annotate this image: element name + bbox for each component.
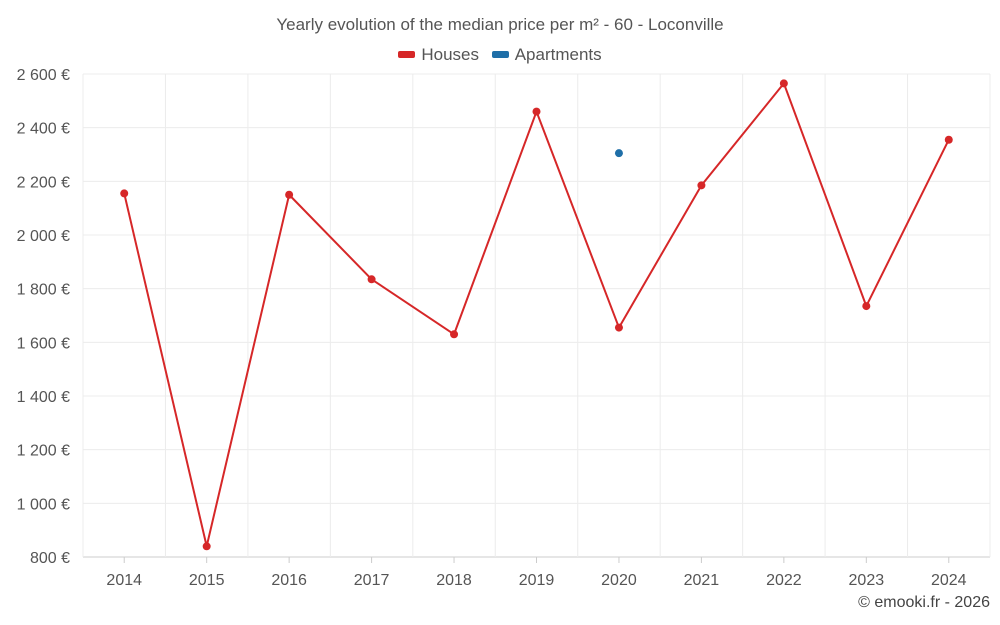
data-point-houses-2023 [862,302,871,311]
legend: Houses Apartments [0,45,1000,65]
x-tick-label-2018: 2018 [436,572,472,589]
x-tick-label-2020: 2020 [601,572,637,589]
chart-title: Yearly evolution of the median price per… [276,15,724,34]
x-tick-label-2015: 2015 [189,572,225,589]
data-point-apartments-2020 [614,149,623,158]
x-tick-label-2023: 2023 [849,572,885,589]
legend-label-apartments: Apartments [514,45,602,64]
y-tick-label-1800: 1 800 € [17,282,70,299]
y-tick-label-2400: 2 400 € [17,121,70,138]
legend-item-houses[interactable]: Houses [398,45,479,65]
x-tick-label-2021: 2021 [684,572,720,589]
legend-swatch-apartments [491,51,509,59]
data-point-houses-2015 [202,542,211,551]
y-tick-label-1400: 1 400 € [17,389,70,406]
data-point-houses-2018 [450,330,459,339]
legend-item-apartments[interactable]: Apartments [491,45,602,65]
x-tick-label-2016: 2016 [271,572,307,589]
data-point-houses-2014 [120,189,129,198]
y-tick-label-1200: 1 200 € [17,443,70,460]
y-tick-label-1600: 1 600 € [17,335,70,352]
credit-text: © emooki.fr - 2026 [858,594,990,611]
data-point-houses-2016 [285,190,294,199]
legend-swatch-houses [398,51,416,59]
data-point-houses-2019 [532,107,541,116]
data-point-houses-2021 [697,181,706,190]
x-tick-label-2022: 2022 [766,572,802,589]
y-tick-label-2000: 2 000 € [17,228,70,245]
y-tick-label-2200: 2 200 € [17,174,70,191]
data-point-houses-2022 [779,79,788,88]
y-tick-label-2600: 2 600 € [17,67,70,84]
y-tick-label-1000: 1 000 € [17,496,70,513]
data-point-houses-2020 [614,323,623,332]
legend-label-houses: Houses [421,45,479,64]
x-tick-label-2024: 2024 [931,572,967,589]
x-tick-label-2017: 2017 [354,572,390,589]
y-tick-label-800: 800 € [30,550,70,567]
x-tick-label-2014: 2014 [106,572,142,589]
x-tick-label-2019: 2019 [519,572,555,589]
data-point-houses-2017 [367,275,376,284]
data-point-houses-2024 [944,135,953,144]
